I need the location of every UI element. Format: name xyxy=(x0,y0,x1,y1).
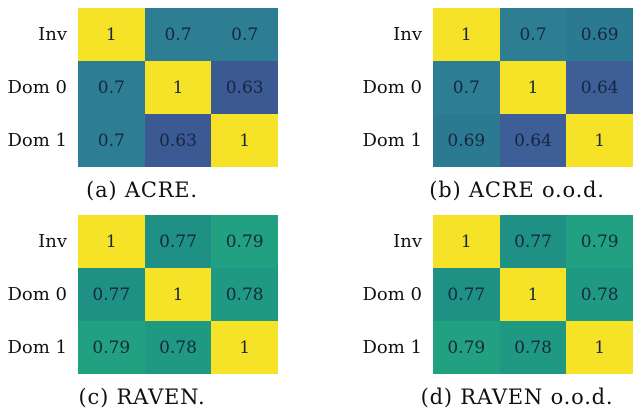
heatmap-cell: 0.64 xyxy=(566,61,633,114)
row-labels-d: Inv Dom 0 Dom 1 xyxy=(361,215,433,374)
row-label-dom0: Dom 0 xyxy=(7,77,67,98)
heatmap-cell: 0.7 xyxy=(211,8,278,61)
heatmap-cell: 1 xyxy=(566,114,633,167)
heatmap-cell: 0.63 xyxy=(211,61,278,114)
heatmap-cell: 0.79 xyxy=(78,321,145,374)
heatmap-cell: 0.79 xyxy=(566,215,633,268)
heatmap-cell: 0.64 xyxy=(499,114,567,167)
heatmap-d: 1 0.77 0.79 0.77 1 0.78 0.79 0.78 1 xyxy=(433,215,633,374)
row-label-inv: Inv xyxy=(393,231,422,252)
heatmap-cell: 0.78 xyxy=(211,268,278,321)
plot-d: Inv Dom 0 Dom 1 1 0.77 0.79 0.77 1 0.78 … xyxy=(361,215,634,374)
heatmap-cell: 1 xyxy=(433,215,500,268)
heatmap-cell: 1 xyxy=(433,8,500,61)
row-label-inv: Inv xyxy=(38,231,67,252)
heatmap-cell: 1 xyxy=(144,268,212,321)
subfigure-b-acre-ood: Inv Dom 0 Dom 1 1 0.7 0.69 0.7 1 0.64 0.… xyxy=(317,0,634,207)
heatmap-cell: 0.77 xyxy=(78,268,145,321)
heatmap-cell: 1 xyxy=(566,321,633,374)
heatmap-cell: 1 xyxy=(78,215,145,268)
row-label-dom1: Dom 1 xyxy=(362,130,422,151)
row-labels-b: Inv Dom 0 Dom 1 xyxy=(361,8,433,167)
row-labels-c: Inv Dom 0 Dom 1 xyxy=(6,215,78,374)
heatmap-cell: 1 xyxy=(211,321,278,374)
subfigure-d-raven-ood: Inv Dom 0 Dom 1 1 0.77 0.79 0.77 1 0.78 … xyxy=(317,207,634,414)
heatmap-cell: 0.79 xyxy=(211,215,278,268)
heatmap-cell: 0.69 xyxy=(433,114,500,167)
heatmap-cell: 0.77 xyxy=(433,268,500,321)
row-label-dom1: Dom 1 xyxy=(7,337,67,358)
caption-b: (b) ACRE o.o.d. xyxy=(429,178,605,202)
caption-c: (c) RAVEN. xyxy=(78,385,206,409)
heatmap-cell: 0.7 xyxy=(499,8,567,61)
heatmap-cell: 1 xyxy=(144,61,212,114)
row-label-dom1: Dom 1 xyxy=(7,130,67,151)
caption-a: (a) ACRE. xyxy=(86,178,198,202)
heatmap-b: 1 0.7 0.69 0.7 1 0.64 0.69 0.64 1 xyxy=(433,8,633,167)
row-label-inv: Inv xyxy=(38,24,67,45)
row-label-dom0: Dom 0 xyxy=(362,284,422,305)
heatmap-cell: 0.7 xyxy=(78,114,145,167)
heatmap-cell: 0.78 xyxy=(144,321,212,374)
heatmap-cell: 1 xyxy=(78,8,145,61)
subfigure-c-raven: Inv Dom 0 Dom 1 1 0.77 0.79 0.77 1 0.78 … xyxy=(0,207,317,414)
heatmap-cell: 0.69 xyxy=(566,8,633,61)
heatmap-cell: 0.63 xyxy=(144,114,212,167)
row-label-dom0: Dom 0 xyxy=(7,284,67,305)
row-label-dom0: Dom 0 xyxy=(362,77,422,98)
plot-a: Inv Dom 0 Dom 1 1 0.7 0.7 0.7 1 0.63 0.7… xyxy=(6,8,317,167)
row-labels-a: Inv Dom 0 Dom 1 xyxy=(6,8,78,167)
caption-d: (d) RAVEN o.o.d. xyxy=(420,385,614,409)
heatmap-cell: 0.77 xyxy=(144,215,212,268)
heatmap-cell: 1 xyxy=(499,61,567,114)
subfigure-a-acre: Inv Dom 0 Dom 1 1 0.7 0.7 0.7 1 0.63 0.7… xyxy=(0,0,317,207)
heatmap-cell: 0.77 xyxy=(499,215,567,268)
heatmap-a: 1 0.7 0.7 0.7 1 0.63 0.7 0.63 1 xyxy=(78,8,278,167)
heatmap-cell: 0.7 xyxy=(433,61,500,114)
heatmap-cell: 1 xyxy=(211,114,278,167)
heatmap-cell: 0.78 xyxy=(566,268,633,321)
plot-c: Inv Dom 0 Dom 1 1 0.77 0.79 0.77 1 0.78 … xyxy=(6,215,317,374)
row-label-dom1: Dom 1 xyxy=(362,337,422,358)
row-label-inv: Inv xyxy=(393,24,422,45)
plot-b: Inv Dom 0 Dom 1 1 0.7 0.69 0.7 1 0.64 0.… xyxy=(361,8,634,167)
heatmap-cell: 0.79 xyxy=(433,321,500,374)
heatmap-cell: 1 xyxy=(499,268,567,321)
heatmap-cell: 0.7 xyxy=(144,8,212,61)
heatmap-cell: 0.78 xyxy=(499,321,567,374)
heatmap-cell: 0.7 xyxy=(78,61,145,114)
heatmap-c: 1 0.77 0.79 0.77 1 0.78 0.79 0.78 1 xyxy=(78,215,278,374)
